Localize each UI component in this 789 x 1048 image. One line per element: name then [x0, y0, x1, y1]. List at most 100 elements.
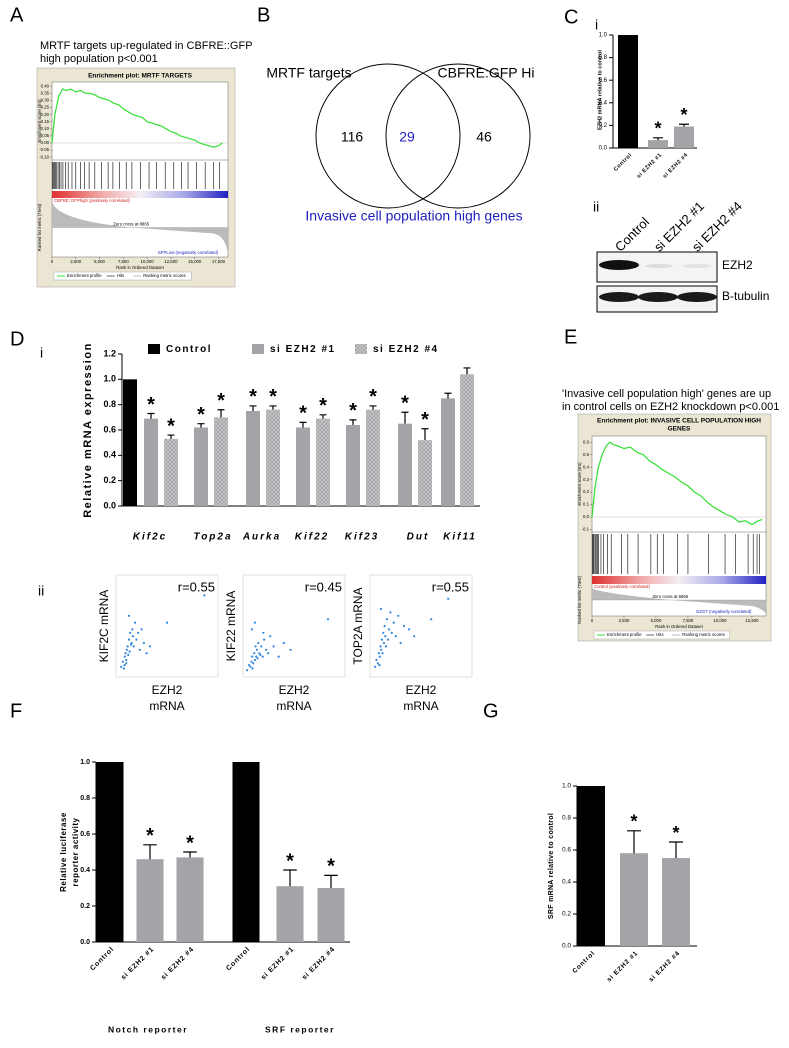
venn-circle [385, 63, 531, 209]
y-axis-label: Relative mRNA expression [82, 342, 94, 518]
point [390, 631, 393, 634]
lane-label: Control [612, 214, 652, 254]
y-tick-label: 0.4 [583, 464, 590, 469]
point [379, 607, 382, 611]
y-axis-label: TOP2A mRNA [351, 587, 365, 664]
bar [460, 374, 474, 506]
significance-star: * [401, 393, 409, 415]
point [394, 635, 397, 638]
error-bar [463, 367, 471, 375]
point [124, 652, 127, 655]
positive-label: CBFRE::GFPhigh (positively correlated) [54, 198, 131, 203]
caption: in control cells on EZH2 knockdown p<0.0… [562, 401, 779, 413]
zero-cross-label: Zero cross at 8865 [113, 222, 149, 227]
point [447, 597, 450, 600]
sub-label: ii [593, 199, 599, 215]
point [203, 594, 206, 597]
bar [123, 379, 137, 506]
point [378, 664, 381, 667]
x-axis-label: mRNA [403, 699, 438, 713]
point [253, 621, 256, 624]
bar [316, 418, 330, 506]
zero-cross-label: Zero cross at 6665 [652, 594, 688, 599]
x-tick-label: 2,500 [619, 618, 630, 623]
point [138, 648, 141, 651]
y-tick-label: 0.8 [562, 815, 571, 822]
y-tick-label: 0.5 [583, 452, 590, 457]
point [326, 618, 330, 621]
bar [276, 886, 304, 942]
point [248, 664, 251, 667]
significance-star: * [197, 404, 205, 426]
x-tick-label: 5,000 [651, 618, 662, 623]
y-tick-label: 0.0 [599, 146, 608, 152]
point [128, 650, 131, 653]
annotation: r=0.45 [305, 579, 342, 594]
y-tick-label: 1.0 [562, 783, 571, 790]
x-axis-label: mRNA [276, 699, 311, 713]
x-tick-label: 7,500 [118, 259, 129, 264]
error-bar [299, 421, 307, 428]
x-tick-label: 2,500 [70, 259, 81, 264]
bar [214, 417, 228, 506]
x-tick-label: si EZH2 #4 [662, 152, 690, 180]
rank-colorbar [592, 576, 766, 584]
plot-title: Enrichment plot: INVASIVE CELL POPULATIO… [597, 418, 761, 425]
point [249, 665, 252, 668]
significance-star: * [167, 415, 175, 437]
point [397, 614, 400, 617]
significance-star: * [249, 386, 257, 408]
bar [441, 398, 455, 506]
enrichment-line [591, 441, 763, 526]
y-tick-label: -0.10 [39, 154, 49, 159]
y-tick-label: 0.35 [41, 90, 50, 95]
point [245, 669, 249, 672]
band [599, 260, 639, 270]
x-tick-label: 0 [591, 618, 594, 623]
x-tick-label: si EZH2 #1 [120, 946, 156, 982]
y-tick-label: 0.0 [583, 514, 590, 519]
metric-axis-label: Ranked list metric (Ttest) [577, 576, 582, 624]
x-tick-label: Aurka [242, 532, 281, 543]
bar [618, 35, 638, 148]
x-tick-label: Control [613, 152, 634, 173]
point [122, 667, 125, 670]
point [282, 641, 285, 645]
y-tick-label: 0.40 [41, 83, 50, 88]
y-tick-label: 0.10 [41, 126, 50, 131]
y-tick-label: 0.2 [562, 911, 571, 918]
band [638, 292, 678, 302]
x-axis-label: EZH2 [279, 683, 310, 697]
error-bar [444, 392, 452, 399]
x-tick-label: Control [571, 950, 596, 975]
point [402, 624, 406, 628]
x-axis-label: EZH2 [406, 683, 437, 697]
legend-label: Hits [117, 273, 124, 278]
x-tick-label: Control [225, 946, 252, 973]
bar [577, 786, 605, 946]
y-tick-label: 0.3 [583, 477, 590, 482]
point [137, 631, 140, 634]
venn-count: 29 [399, 129, 415, 145]
bar [144, 418, 158, 506]
plot-area [242, 574, 346, 678]
panel-label: E [564, 326, 577, 348]
rank-colorbar [52, 191, 228, 198]
error-bar [401, 411, 409, 424]
y-tick-label: 0.2 [103, 475, 116, 485]
band [599, 292, 639, 302]
plot-area [591, 435, 767, 617]
point [413, 635, 416, 638]
point [277, 655, 280, 658]
significance-star: * [672, 823, 679, 843]
error-bar [679, 123, 689, 127]
significance-star: * [269, 386, 277, 408]
band-label: B-tubulin [722, 289, 769, 303]
venn-label: CBFRE:GFP Hi [438, 65, 535, 81]
negative-label: GFPLow (negatively correlated) [158, 250, 219, 255]
point [387, 628, 391, 631]
venn-caption: Invasive cell population high genes [305, 208, 522, 224]
point [125, 662, 128, 665]
point [377, 652, 380, 655]
